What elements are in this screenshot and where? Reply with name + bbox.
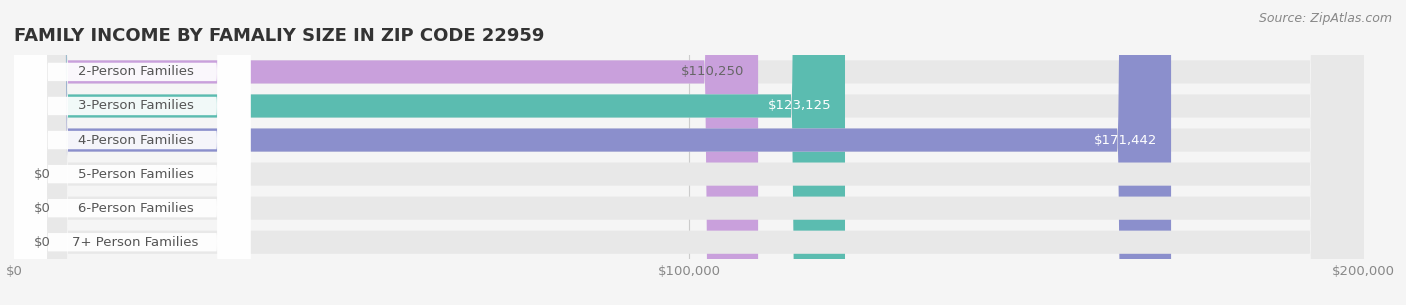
FancyBboxPatch shape	[14, 0, 250, 305]
Text: $0: $0	[34, 168, 51, 181]
Text: 7+ Person Families: 7+ Person Families	[72, 236, 198, 249]
Text: FAMILY INCOME BY FAMALIY SIZE IN ZIP CODE 22959: FAMILY INCOME BY FAMALIY SIZE IN ZIP COD…	[14, 27, 544, 45]
FancyBboxPatch shape	[14, 0, 1364, 305]
FancyBboxPatch shape	[14, 0, 758, 305]
FancyBboxPatch shape	[14, 0, 1171, 305]
Text: $110,250: $110,250	[682, 66, 745, 78]
Text: 3-Person Families: 3-Person Families	[77, 99, 194, 113]
FancyBboxPatch shape	[14, 0, 1364, 305]
Text: $0: $0	[34, 202, 51, 215]
FancyBboxPatch shape	[14, 0, 1364, 305]
FancyBboxPatch shape	[14, 0, 1364, 305]
FancyBboxPatch shape	[14, 0, 1364, 305]
FancyBboxPatch shape	[14, 0, 1364, 305]
FancyBboxPatch shape	[14, 0, 250, 305]
Text: $123,125: $123,125	[768, 99, 831, 113]
Text: 4-Person Families: 4-Person Families	[77, 134, 194, 146]
FancyBboxPatch shape	[14, 0, 250, 305]
Text: Source: ZipAtlas.com: Source: ZipAtlas.com	[1258, 12, 1392, 25]
FancyBboxPatch shape	[14, 0, 845, 305]
FancyBboxPatch shape	[14, 0, 250, 305]
Text: 2-Person Families: 2-Person Families	[77, 66, 194, 78]
Text: 5-Person Families: 5-Person Families	[77, 168, 194, 181]
Text: $171,442: $171,442	[1094, 134, 1157, 146]
Text: $0: $0	[34, 236, 51, 249]
Text: 6-Person Families: 6-Person Families	[77, 202, 194, 215]
FancyBboxPatch shape	[14, 0, 250, 305]
FancyBboxPatch shape	[14, 0, 250, 305]
